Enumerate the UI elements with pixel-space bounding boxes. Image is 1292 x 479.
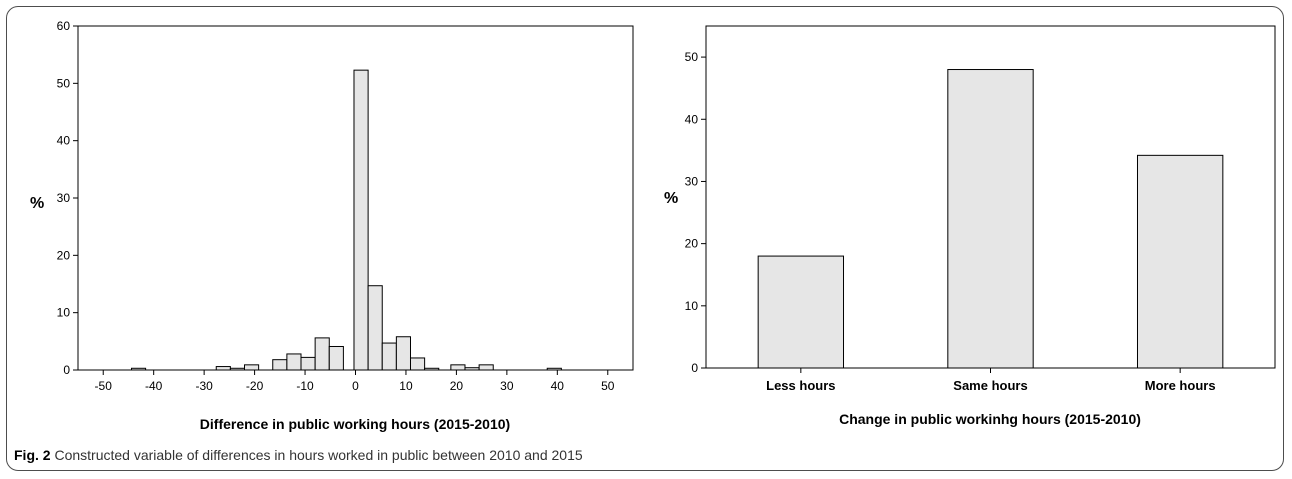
- bar-chart-bar: [757, 255, 845, 369]
- histogram-bar: [314, 337, 330, 371]
- caption-text: Constructed variable of differences in h…: [54, 447, 583, 463]
- histogram-x-tick-label: 50: [601, 379, 615, 393]
- histogram-bar: [272, 359, 288, 371]
- bar-chart-category-label: Less hours: [766, 378, 835, 393]
- histogram-x-axis-label: Difference in public working hours (2015…: [200, 416, 510, 432]
- bar-chart-y-tick-label: 10: [685, 299, 699, 313]
- histogram-bar: [353, 69, 369, 371]
- histogram-bar: [130, 367, 147, 371]
- bar-chart-bars: [757, 69, 1224, 369]
- histogram-bar: [424, 367, 440, 371]
- histogram-bar: [229, 367, 245, 371]
- histogram-bar: [328, 345, 344, 371]
- bar-chart-y-tick-label: 0: [691, 361, 698, 375]
- bar-chart-categories: Less hours Same hours More hours: [766, 368, 1216, 393]
- histogram-x-tick-label: -40: [145, 379, 163, 393]
- histogram-bar: [367, 285, 383, 371]
- histogram-x-tick-label: 10: [399, 379, 413, 393]
- histogram-bar: [286, 353, 302, 371]
- histogram-bar: [215, 366, 231, 371]
- histogram-bar: [478, 364, 494, 371]
- bar-chart: 0 10 20 30 40 50 Less hours Same hours More hou…: [664, 25, 1276, 427]
- histogram-bar: [300, 356, 316, 371]
- bar-chart-y-tick-label: 50: [685, 50, 699, 64]
- histogram-y-tick-label: 30: [57, 191, 71, 205]
- histogram-bar: [409, 357, 426, 371]
- histogram-x-tick-label: 0: [352, 379, 359, 393]
- bar-chart-bar: [947, 69, 1034, 369]
- histogram-y-tick-label: 20: [57, 248, 71, 262]
- histogram-y-axis-label: %: [30, 195, 44, 212]
- histogram-x-tick-label: -50: [95, 379, 113, 393]
- histogram-y-tick-label: 60: [57, 19, 71, 33]
- histogram-y-tick-label: 50: [57, 76, 71, 90]
- bar-chart-y-ticks: 0 10 20 30 40 50: [685, 50, 706, 375]
- histogram-x-tick-label: 30: [500, 379, 514, 393]
- bar-chart-y-tick-label: 40: [685, 112, 699, 126]
- histogram-x-tick-label: 40: [551, 379, 565, 393]
- histogram-x-tick-label: -30: [195, 379, 213, 393]
- histogram-bar: [464, 367, 480, 371]
- bar-chart-y-tick-label: 30: [685, 174, 699, 188]
- histogram-bar: [381, 342, 397, 371]
- histogram-chart: 0 10 20 30 40 50 60 -50 -40 -30 -20 -10 0 10 20 30 40 50…: [30, 19, 634, 432]
- bar-chart-category-label: Same hours: [953, 378, 1027, 393]
- bar-chart-bar: [1136, 154, 1224, 369]
- caption-label: Fig. 2: [14, 447, 51, 463]
- bar-chart-category-label: More hours: [1145, 378, 1216, 393]
- histogram-bar: [450, 364, 466, 371]
- histogram-y-tick-label: 10: [57, 306, 71, 320]
- histogram-x-ticks: -50 -40 -30 -20 -10 0 10 20 30 40 50: [95, 370, 615, 393]
- histogram-y-tick-label: 0: [63, 363, 70, 377]
- histogram-bars: [130, 69, 562, 371]
- histogram-x-tick-label: -10: [296, 379, 314, 393]
- histogram-bar: [244, 364, 260, 371]
- histogram-x-tick-label: -20: [246, 379, 264, 393]
- histogram-y-tick-label: 40: [57, 134, 71, 148]
- bar-chart-y-tick-label: 20: [685, 237, 699, 251]
- histogram-x-tick-label: 20: [450, 379, 464, 393]
- histogram-bar: [546, 367, 562, 371]
- bar-chart-y-axis-label: %: [664, 190, 678, 207]
- figure-caption: Fig. 2 Constructed variable of differenc…: [14, 447, 583, 463]
- figure-frame: [6, 6, 1284, 471]
- histogram-bar: [395, 336, 411, 371]
- bar-chart-x-axis-label: Change in public workinhg hours (2015-20…: [839, 411, 1141, 427]
- histogram-y-ticks: 0 10 20 30 40 50 60: [57, 19, 78, 377]
